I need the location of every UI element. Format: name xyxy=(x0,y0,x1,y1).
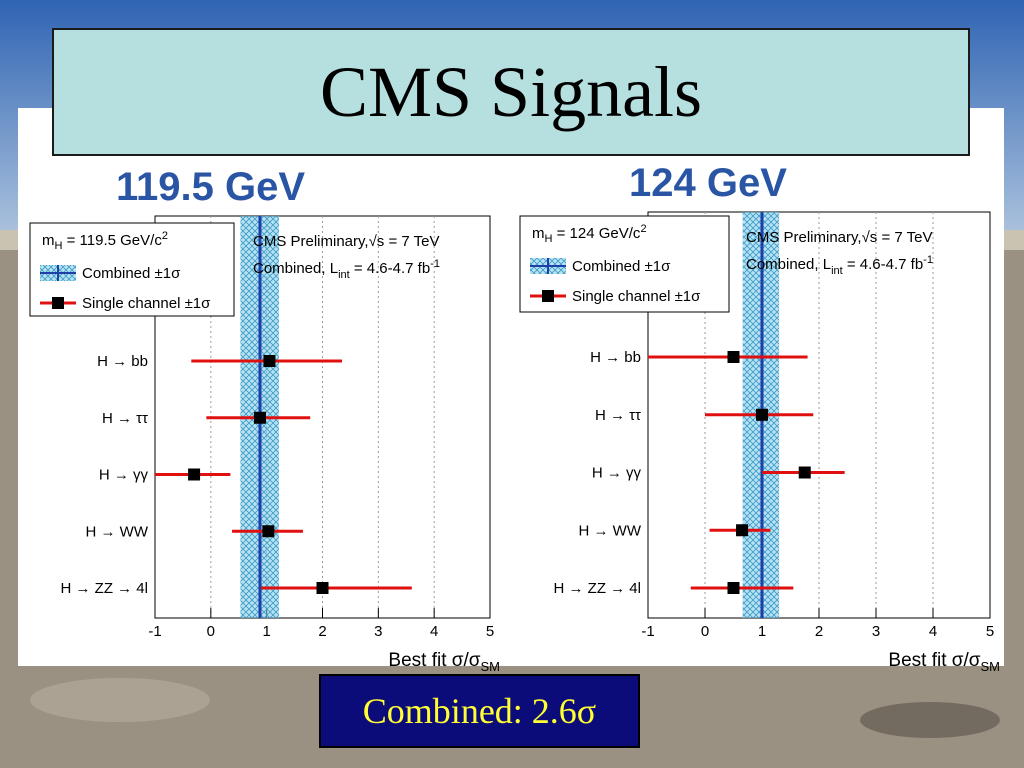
cms-preliminary-label: CMS Preliminary,√s = 7 TeV xyxy=(746,229,932,246)
channel-label: H → bb xyxy=(590,349,641,366)
x-tick-label: -1 xyxy=(148,623,161,640)
channel-marker xyxy=(736,524,749,537)
channel-label: H → ZZ → 4l xyxy=(60,580,148,597)
channel-label: H → ττ xyxy=(102,410,148,427)
legend-single-marker xyxy=(542,290,554,302)
x-axis-title-main: Best fit σ/σ xyxy=(888,650,980,671)
luminosity-label: Combined, Lint = 4.6-4.7 fb-1 xyxy=(253,258,440,281)
legend-combined-label: Combined ±1σ xyxy=(572,258,671,275)
channel-marker xyxy=(798,466,811,479)
x-tick-label: 0 xyxy=(207,623,215,640)
annotation-line2-sub: int xyxy=(831,265,843,277)
x-tick-label: 0 xyxy=(701,623,709,640)
x-axis-title-sub: SM xyxy=(481,659,501,674)
annotation-line2a: Combined, L xyxy=(746,256,831,273)
chart-119-5-gev: 119.5 GeV -1 0 1 2 3 4 5 H → bb H → ττ H → γγ H → W… xyxy=(29,165,500,674)
x-axis-title-sub: SM xyxy=(981,659,1001,674)
legend-mass-sup: 2 xyxy=(640,223,646,235)
annotation-line1: CMS Preliminary,√s = 7 TeV xyxy=(253,233,439,250)
channel-marker xyxy=(316,582,329,594)
x-axis-title: Best fit σ/σSM xyxy=(888,650,1000,674)
x-axis-title: Best fit σ/σSM xyxy=(388,650,500,674)
x-tick-label: 1 xyxy=(262,623,270,640)
x-tick-label: 3 xyxy=(872,623,880,640)
channel-marker xyxy=(188,468,201,481)
annotation-line2-sub: int xyxy=(338,269,350,281)
annotation-line1: CMS Preliminary,√s = 7 TeV xyxy=(746,229,932,246)
channel-marker xyxy=(253,411,266,424)
annotation-line2-sup: -1 xyxy=(430,258,440,270)
legend-mass-value: = 119.5 GeV/c xyxy=(62,232,162,249)
x-tick-label: 4 xyxy=(430,623,438,640)
chart-124-gev: 124 GeV -1 0 1 2 3 4 5 H → bb H → ττ H → γγ H → WW H… xyxy=(519,161,1000,674)
channel-marker xyxy=(263,355,276,367)
slide-title: CMS Signals xyxy=(319,51,703,132)
x-axis-title-main: Best fit σ/σ xyxy=(388,650,480,671)
channel-marker xyxy=(262,525,275,538)
cms-preliminary-label: CMS Preliminary,√s = 7 TeV xyxy=(253,233,439,250)
channel-label: H → WW xyxy=(86,523,149,540)
annotation-line2-sup: -1 xyxy=(923,254,933,266)
legend-single-label: Single channel ±1σ xyxy=(82,295,211,312)
x-tick-label: 3 xyxy=(374,623,382,640)
legend-mass-sub: H xyxy=(545,233,553,245)
x-tick-label: 5 xyxy=(486,623,494,640)
channel-marker xyxy=(727,582,740,594)
legend-combined-label: Combined ±1σ xyxy=(82,265,181,282)
x-tick-label: -1 xyxy=(641,623,654,640)
annotation-line2b: = 4.6-4.7 fb xyxy=(843,256,923,273)
channel-marker xyxy=(756,408,768,421)
x-tick-label: 4 xyxy=(929,623,937,640)
channel-label: H → γγ xyxy=(99,467,149,484)
luminosity-label: Combined, Lint = 4.6-4.7 fb-1 xyxy=(746,254,933,277)
x-tick-label: 2 xyxy=(318,623,326,640)
channel-label: H → ZZ → 4l xyxy=(553,580,641,597)
annotation-line2a: Combined, L xyxy=(253,260,338,277)
legend-single-marker xyxy=(52,297,64,309)
channel-label: H → γγ xyxy=(592,465,642,482)
combined-result: Combined: 2.6σ xyxy=(362,691,597,731)
legend-single-label: Single channel ±1σ xyxy=(572,288,701,305)
channel-label: H → ττ xyxy=(595,407,641,424)
channel-label: H → WW xyxy=(579,522,642,539)
channel-marker xyxy=(727,351,740,363)
x-tick-label: 2 xyxy=(815,623,823,640)
slide-title-box: CMS Signals xyxy=(52,28,970,156)
legend-mass-value: = 124 GeV/c xyxy=(552,225,640,242)
legend-mass-symbol: m xyxy=(532,225,545,242)
x-tick-label: 5 xyxy=(986,623,994,640)
legend-mass: mH = 119.5 GeV/c2 xyxy=(42,230,168,252)
legend-mass-symbol: m xyxy=(42,232,55,249)
annotation-line2b: = 4.6-4.7 fb xyxy=(350,260,430,277)
legend-mass-sub: H xyxy=(55,240,63,252)
legend-mass: mH = 124 GeV/c2 xyxy=(532,223,647,245)
mass-label: 119.5 GeV xyxy=(116,165,305,209)
channel-label: H → bb xyxy=(97,353,148,370)
mass-label: 124 GeV xyxy=(629,161,787,205)
x-tick-label: 1 xyxy=(758,623,766,640)
combined-result-box: Combined: 2.6σ xyxy=(319,674,640,748)
legend-mass-sup: 2 xyxy=(162,230,168,242)
